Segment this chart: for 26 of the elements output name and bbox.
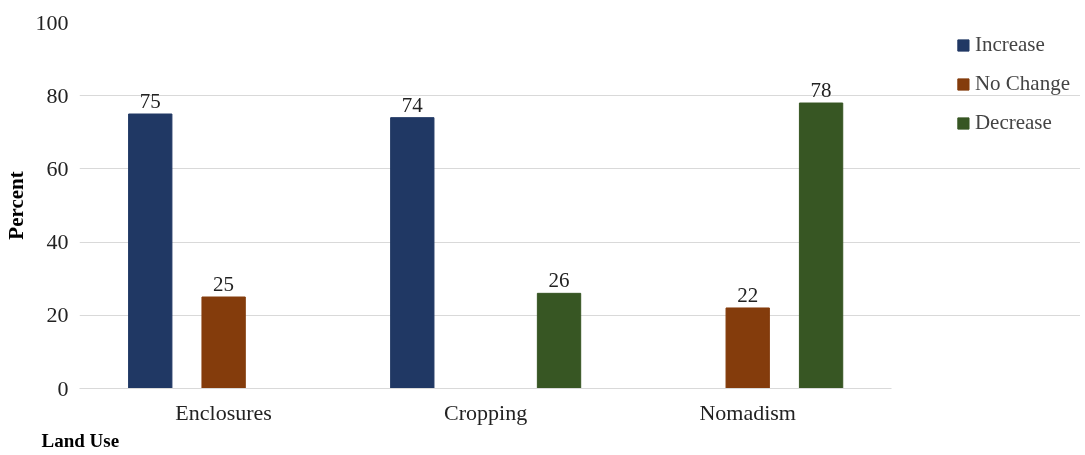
y-tick-label: 100 — [35, 9, 69, 35]
bar — [201, 296, 246, 389]
x-tick-label: Nomadism — [699, 399, 796, 425]
y-axis-title: Percent — [3, 171, 28, 240]
data-label: 74 — [401, 92, 424, 117]
legend-label: Increase — [974, 32, 1045, 57]
data-label: 75 — [139, 89, 161, 113]
x-axis-title: Land Use — [41, 429, 120, 451]
y-tick-label: 0 — [57, 375, 69, 401]
bar — [128, 113, 173, 389]
x-tick-label: Cropping — [444, 399, 528, 425]
y-tick-label: 40 — [46, 229, 69, 255]
x-tick-label: Enclosures — [175, 399, 272, 425]
legend-label: Decrease — [974, 110, 1052, 135]
y-tick-label: 20 — [46, 302, 69, 328]
data-label: 78 — [810, 78, 832, 103]
legend-label: No Change — [974, 71, 1070, 96]
bar — [798, 102, 844, 389]
data-label: 22 — [737, 282, 759, 307]
bar — [536, 292, 582, 389]
y-tick-label: 80 — [46, 82, 69, 108]
data-label: 26 — [548, 268, 570, 293]
bar — [725, 307, 770, 389]
data-label: 25 — [213, 272, 235, 296]
y-tick-label: 60 — [46, 155, 69, 181]
bar — [390, 117, 435, 389]
